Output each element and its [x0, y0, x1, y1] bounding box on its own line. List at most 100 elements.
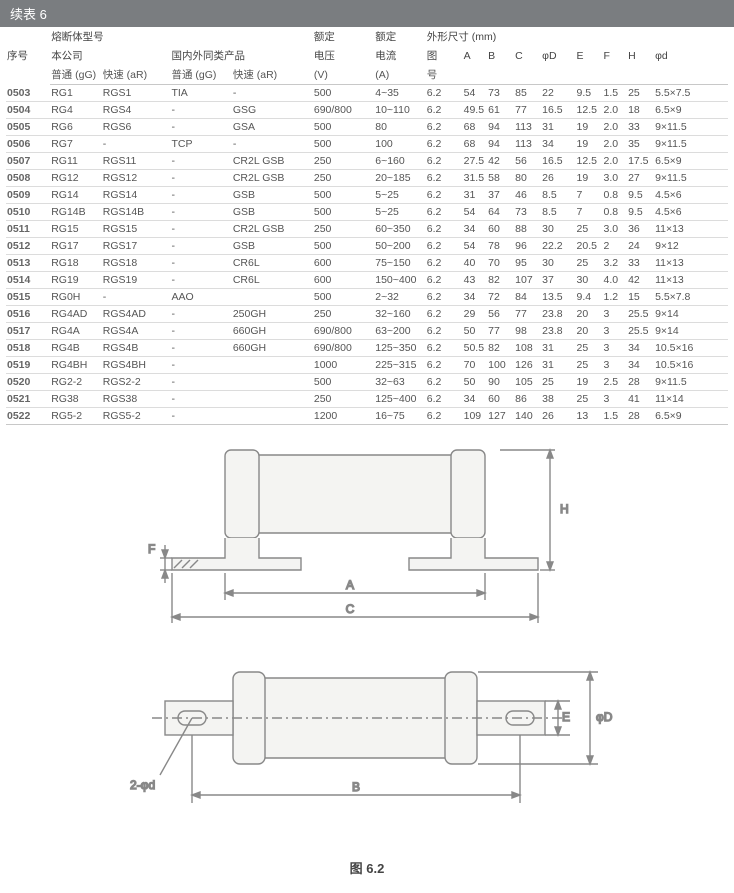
cell: 86: [514, 391, 541, 408]
cell: 500: [313, 136, 374, 153]
cell: -: [170, 357, 231, 374]
cell: -: [232, 136, 313, 153]
hdr-dims: 外形尺寸 (mm): [426, 27, 728, 46]
hdr-fig-2: 号: [426, 65, 463, 85]
cell: [232, 408, 313, 425]
cell: 500: [313, 204, 374, 221]
cell: 250: [313, 306, 374, 323]
hdr-ar2: 快速 (aR): [232, 65, 313, 85]
cell: -: [170, 187, 231, 204]
table-body: 0503RG1RGS1TIA-5004~356.2547385229.51.52…: [6, 85, 728, 425]
dim-label-phiD: φD: [596, 710, 613, 724]
cell: RG2-2: [50, 374, 102, 391]
cell: 25: [541, 374, 575, 391]
hdr-gg2: 普通 (gG): [170, 65, 231, 85]
cell: 11×13: [654, 221, 728, 238]
cell: 8.5: [541, 204, 575, 221]
cell: GSB: [232, 187, 313, 204]
cell: 42: [627, 272, 654, 289]
cell: RGS14B: [102, 204, 171, 221]
cell: 41: [627, 391, 654, 408]
cell: 11×14: [654, 391, 728, 408]
cell: RG18: [50, 255, 102, 272]
cell: 56: [514, 153, 541, 170]
cell: 500: [313, 238, 374, 255]
cell: RGS5-2: [102, 408, 171, 425]
hdr-rated-a-2: 电流: [374, 46, 426, 65]
cell: 34: [627, 340, 654, 357]
hdr-gg1: 普通 (gG): [50, 65, 102, 85]
cell: 31.5: [463, 170, 488, 187]
cell: 1200: [313, 408, 374, 425]
cell: 3: [603, 306, 628, 323]
cell: 500: [313, 85, 374, 102]
cell: 500: [313, 289, 374, 306]
cell: 109: [463, 408, 488, 425]
cell: 6.2: [426, 323, 463, 340]
cell: GSG: [232, 102, 313, 119]
cell: 4~35: [374, 85, 426, 102]
table-title-bar: 续表 6: [0, 0, 734, 27]
cell: 9.5: [627, 204, 654, 221]
cell-seq: 0510: [6, 204, 50, 221]
cell: 56: [487, 306, 514, 323]
hdr-rated-v-1: 额定: [313, 27, 374, 46]
table-row: 0509RG14RGS14-GSB5005~256.23137468.570.8…: [6, 187, 728, 204]
cell: 6.2: [426, 408, 463, 425]
cell: 30: [576, 272, 603, 289]
cell: 20.5: [576, 238, 603, 255]
cell: 38: [541, 391, 575, 408]
cell: 34: [463, 221, 488, 238]
hdr-our-company: 本公司: [50, 46, 170, 65]
cell: 0.8: [603, 187, 628, 204]
cell: 9×14: [654, 323, 728, 340]
cell: RGS19: [102, 272, 171, 289]
cell: 58: [487, 170, 514, 187]
cell: 54: [463, 238, 488, 255]
dim-label-E: E: [562, 710, 570, 724]
cell: 25: [576, 221, 603, 238]
cell: 25: [576, 255, 603, 272]
cell-seq: 0511: [6, 221, 50, 238]
cell: 8.5: [541, 187, 575, 204]
dim-label-H: H: [560, 502, 569, 516]
cell: 16~75: [374, 408, 426, 425]
cell: AAO: [170, 289, 231, 306]
cell: 12.5: [576, 153, 603, 170]
cell: 6.2: [426, 289, 463, 306]
cell: CR6L: [232, 255, 313, 272]
cell: 73: [514, 204, 541, 221]
cell: 6~160: [374, 153, 426, 170]
cell: 6.5×9: [654, 153, 728, 170]
cell: 26: [541, 170, 575, 187]
cell: 37: [541, 272, 575, 289]
table-row: 0522RG5-2RGS5-2-120016~756.2109127140261…: [6, 408, 728, 425]
cell: GSB: [232, 204, 313, 221]
hdr-E: E: [576, 46, 603, 65]
cell: CR6L: [232, 272, 313, 289]
cell: 60~350: [374, 221, 426, 238]
table-row: 0514RG19RGS19-CR6L600150~4006.2438210737…: [6, 272, 728, 289]
cell: 9×11.5: [654, 374, 728, 391]
cell: 19: [576, 170, 603, 187]
cell: RGS14: [102, 187, 171, 204]
cell: 17.5: [627, 153, 654, 170]
cell: 1.5: [603, 408, 628, 425]
cell: 25: [627, 85, 654, 102]
cell: 95: [514, 255, 541, 272]
cell: [232, 357, 313, 374]
cell: 15: [627, 289, 654, 306]
cell-seq: 0509: [6, 187, 50, 204]
cell: 126: [514, 357, 541, 374]
cell: 12.5: [576, 102, 603, 119]
cell: 82: [487, 272, 514, 289]
cell: 9.4: [576, 289, 603, 306]
cell: 28: [627, 408, 654, 425]
dim-label-A: A: [346, 578, 354, 592]
cell-seq: 0518: [6, 340, 50, 357]
cell: RGS18: [102, 255, 171, 272]
cell: 3.0: [603, 170, 628, 187]
cell: 80: [374, 119, 426, 136]
cell: 2.0: [603, 119, 628, 136]
cell: RG4AD: [50, 306, 102, 323]
